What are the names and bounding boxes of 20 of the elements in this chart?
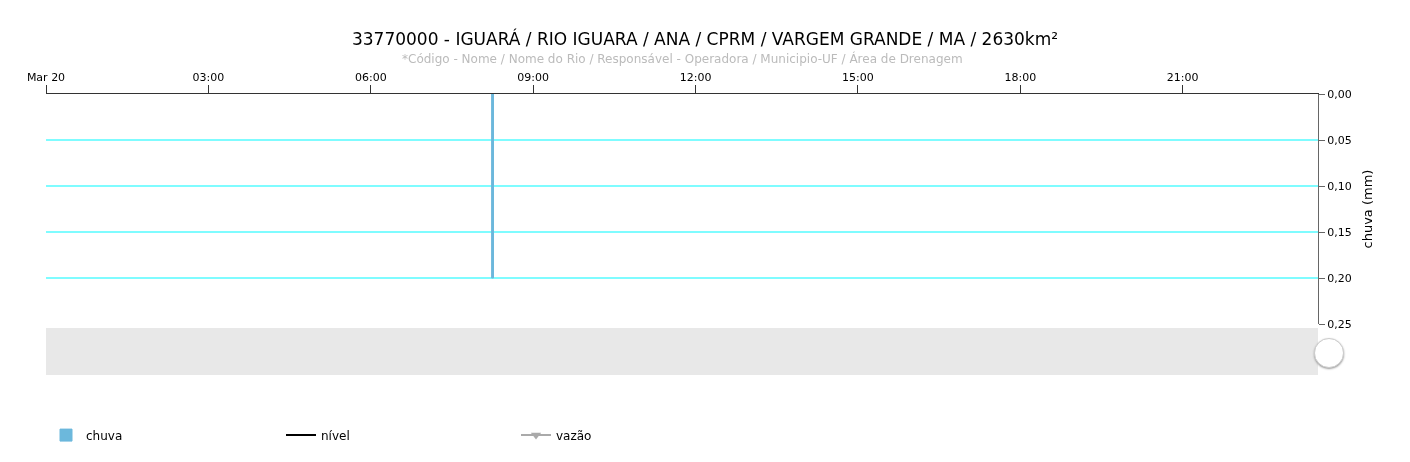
legend-label: nível [321,428,350,443]
x-tick-label: 12:00 [679,70,712,84]
chart-title: 33770000 - IGUARÁ / RIO IGUARA / ANA / CPRM / VARGEM GRANDE / MA / 2630km² [351,28,1059,50]
y-tick-label: 0,05 [1327,133,1352,147]
x-tick-label: 15:00 [842,70,874,84]
x-tick-label: Mar 20 [26,70,66,84]
x-tick-label: 21:00 [1166,70,1199,84]
legend-label: chuva [86,428,123,443]
legend-label: vazão [556,428,592,443]
chart-subtitle: *Código - Nome / Nome do Rio / Responsável - Operadora / Municipio-UF / Área de Drenagem [402,51,963,66]
y-tick-label: 0,15 [1327,225,1352,239]
x-tick-label: 09:00 [517,70,549,84]
y-tick-label: 0,00 [1327,87,1352,101]
y-axis-title: chuva (mm) [1360,169,1376,249]
y-tick-label: 0,10 [1327,179,1352,193]
x-tick-label: 03:00 [192,70,225,84]
y-tick-label: 0,25 [1327,317,1352,331]
y-tick-label: 0,20 [1327,271,1352,285]
x-tick-label: 18:00 [1004,70,1037,84]
x-tick-label: 06:00 [354,70,387,84]
